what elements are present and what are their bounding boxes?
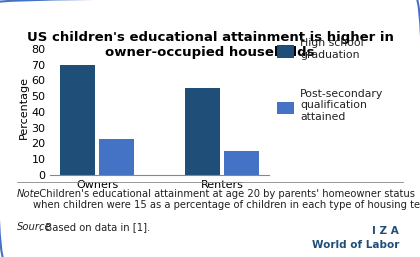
Bar — [185, 88, 220, 175]
Text: : Children's educational attainment at age 20 by parents' homeowner status
when : : Children's educational attainment at a… — [33, 189, 420, 210]
Text: Note: Note — [17, 189, 40, 199]
Bar — [99, 139, 134, 175]
Bar — [224, 151, 259, 175]
Text: High school
graduation: High school graduation — [300, 38, 364, 60]
Y-axis label: Percentage: Percentage — [18, 76, 29, 140]
Text: US children's educational attainment is higher in
owner-occupied households: US children's educational attainment is … — [26, 31, 394, 59]
Text: : Based on data in [1].: : Based on data in [1]. — [39, 222, 150, 232]
Bar — [60, 65, 95, 175]
Text: I Z A: I Z A — [372, 226, 399, 236]
Text: World of Labor: World of Labor — [312, 240, 399, 250]
Text: Source: Source — [17, 222, 51, 232]
Text: Post-secondary
qualification
attained: Post-secondary qualification attained — [300, 89, 383, 122]
